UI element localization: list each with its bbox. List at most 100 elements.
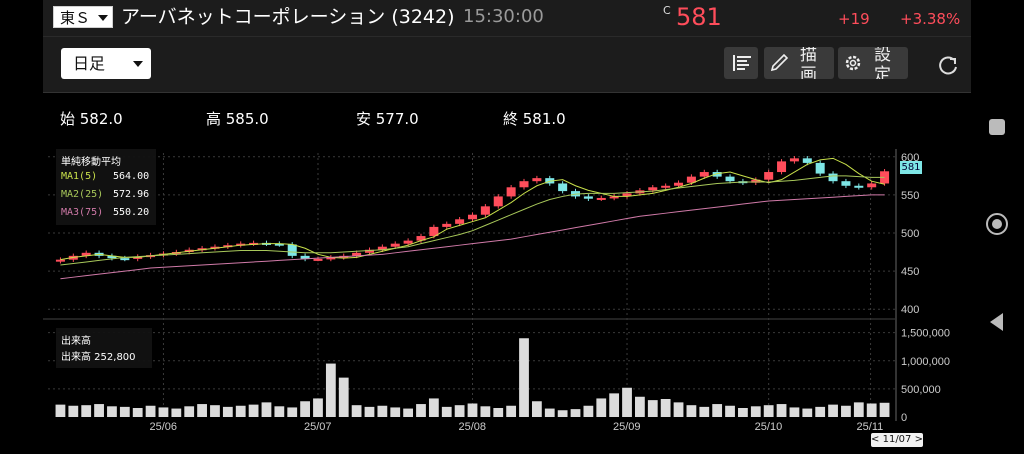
volume-bar: [622, 387, 632, 417]
ma2-label: MA2(25): [61, 189, 104, 200]
candle-body: [596, 197, 606, 200]
volume-bar: [145, 405, 156, 417]
candle-body: [764, 172, 774, 180]
volume-bar: [570, 409, 581, 417]
candle-body: [467, 214, 478, 220]
volume-bar: [660, 399, 671, 417]
volume-bar: [338, 377, 349, 417]
android-nav-bar: [975, 0, 1024, 450]
volume-bar: [647, 400, 658, 417]
ma-line-ma15: [60, 157, 885, 261]
pencil-icon: [770, 53, 789, 72]
candle-body: [107, 255, 117, 259]
volume-bar: [544, 408, 555, 417]
volume-bar: [274, 406, 285, 417]
candle-body: [249, 242, 259, 245]
price-tick-label: 450: [901, 266, 919, 278]
candle-body: [609, 196, 619, 199]
ma2-value: 572.96: [113, 189, 150, 200]
candle-body: [841, 181, 851, 186]
volume-tick-label: 1,500,000: [901, 328, 950, 340]
volume-bar: [454, 405, 465, 417]
candle-body: [802, 158, 812, 163]
candle-body: [274, 243, 284, 246]
volume-bar: [802, 408, 813, 417]
period-select[interactable]: 日足: [61, 48, 151, 79]
volume-bar: [531, 401, 542, 417]
candle-body: [532, 178, 542, 182]
chevron-down-icon: [98, 15, 108, 21]
candle-body: [622, 193, 632, 197]
chart-toolbar: 日足 描画 設定: [43, 37, 971, 93]
ma1-label: MA1(5): [61, 171, 98, 182]
volume-bar: [261, 402, 272, 417]
volume-bar: [493, 408, 504, 417]
refresh-icon[interactable]: [937, 54, 959, 76]
price-tick-label: 500: [901, 228, 919, 240]
volume-bar: [325, 363, 336, 417]
volume-tick-label: 0: [901, 412, 907, 424]
volume-bar: [853, 402, 864, 417]
close-mark: C: [663, 4, 671, 17]
volume-bar: [55, 404, 66, 417]
candle-body: [287, 244, 297, 256]
candle-body: [854, 185, 864, 188]
date-tick-label: 25/11: [857, 421, 884, 433]
volume-bar: [428, 398, 439, 417]
market-label: 東Ｓ: [60, 9, 91, 27]
candle-body: [120, 258, 130, 261]
candle-body: [55, 259, 65, 262]
volume-bar: [132, 408, 143, 417]
candle-body: [210, 246, 220, 249]
candle-body: [429, 226, 439, 237]
current-price: 581: [676, 3, 722, 31]
candle-body: [751, 179, 761, 183]
close-value: 終 581.0: [503, 110, 566, 128]
chart-area[interactable]: 400 450 500 550 600 25/06 25/07 25/08 25/09 25/10…: [43, 145, 971, 450]
candle-body: [686, 176, 696, 183]
price-tick-label: 400: [901, 304, 919, 316]
candle-body: [236, 243, 246, 246]
candle-body: [313, 258, 323, 261]
volume-bar: [828, 404, 838, 417]
ma1-value: 564.00: [113, 171, 150, 182]
gear-icon: [845, 55, 861, 71]
volume-bar: [712, 404, 723, 417]
date-tick-label: 25/08: [459, 421, 487, 433]
volume-bar: [210, 405, 220, 417]
volume-bar: [351, 405, 362, 417]
selected-date-nav[interactable]: < 11/07 >: [871, 433, 923, 447]
ohlc-bar: 始 582.0 高 585.0 安 577.0 終 581.0: [43, 93, 971, 145]
header-bar: 東Ｓ アーバネットコーポレーション (3242) 15:30:00 C 581 …: [43, 0, 971, 37]
market-select[interactable]: 東Ｓ: [53, 6, 113, 28]
volume-bar: [866, 403, 877, 417]
price-change: +19: [838, 10, 870, 28]
home-icon[interactable]: [986, 213, 1008, 235]
candle-body: [777, 161, 787, 173]
volume-bar: [879, 402, 890, 417]
candle-body: [815, 162, 825, 174]
settings-button[interactable]: 設定: [838, 47, 908, 79]
back-icon[interactable]: [990, 313, 1003, 331]
draw-button[interactable]: 描画: [764, 47, 834, 79]
volume-bar: [441, 406, 452, 417]
volume-bar: [287, 407, 298, 417]
volume-bar: [171, 408, 182, 417]
ma-line-ma375: [60, 194, 885, 280]
ma3-label: MA3(75): [61, 207, 104, 218]
price-tick-label: 600: [901, 152, 919, 164]
volume-bar: [81, 405, 92, 417]
volume-bar: [596, 398, 607, 417]
indicator-list-button[interactable]: [724, 47, 758, 79]
date-tick-label: 25/06: [149, 421, 177, 433]
volume-bar: [738, 408, 748, 417]
candle-body: [403, 240, 413, 244]
recent-apps-icon[interactable]: [989, 119, 1005, 135]
volume-bar: [119, 406, 130, 417]
chart-canvas[interactable]: 400 450 500 550 600 25/06 25/07 25/08 25/09 25/10…: [43, 145, 971, 450]
volume-bar: [609, 393, 620, 417]
date-tick-label: 25/07: [304, 421, 332, 433]
volume-tick-label: 1,000,000: [901, 356, 950, 368]
candle-body: [377, 246, 387, 250]
volume-bar: [583, 405, 594, 417]
